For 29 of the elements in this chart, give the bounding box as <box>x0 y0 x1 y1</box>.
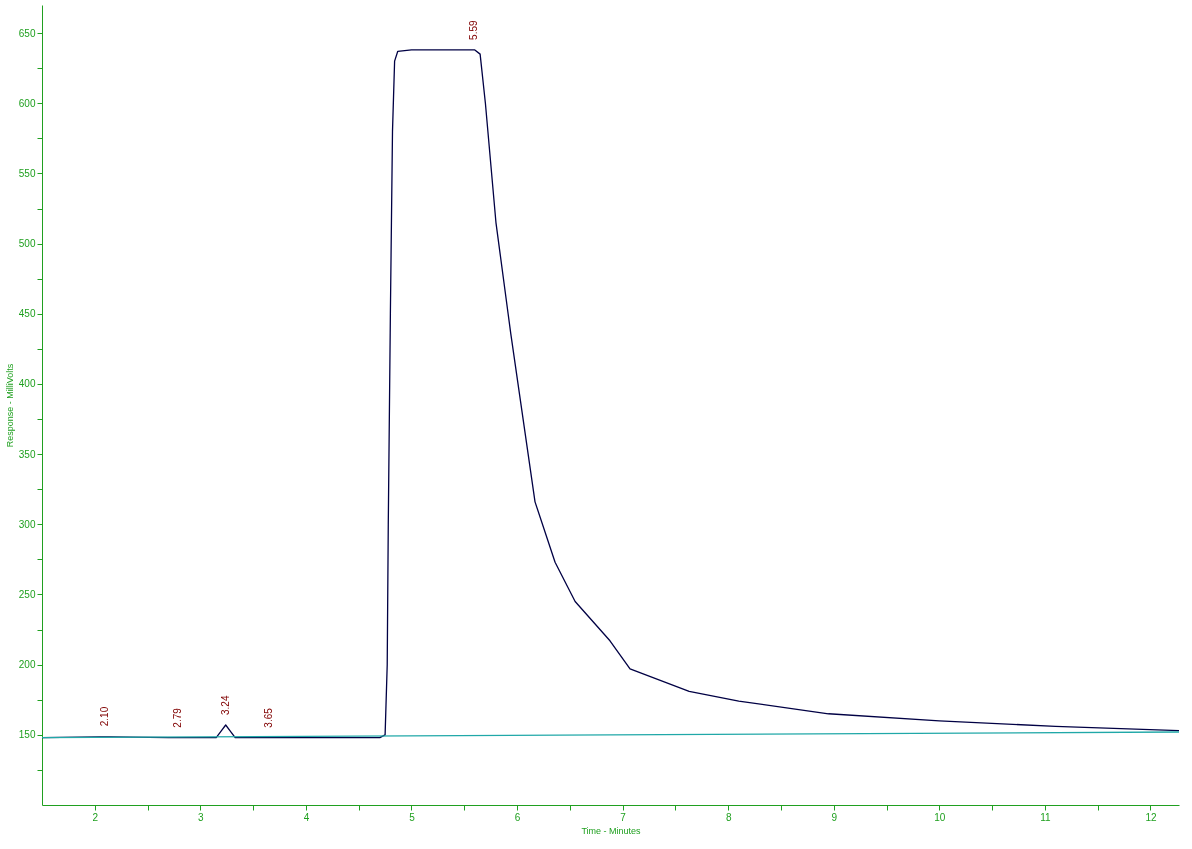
x-tick-label: 8 <box>725 811 732 823</box>
y-tick-label: 400 <box>18 378 36 390</box>
y-axis-title: Response - MilliVolts <box>4 363 15 448</box>
y-tick-label: 350 <box>18 448 36 460</box>
x-tick-label: 11 <box>1040 811 1052 823</box>
x-tick-label: 9 <box>831 811 838 823</box>
annotation: 3.24 <box>219 695 231 715</box>
annotation: 2.79 <box>172 707 184 728</box>
y-tick-label: 650 <box>18 27 36 39</box>
y-tick-label: 150 <box>18 729 36 741</box>
x-tick-label: 2 <box>92 811 99 823</box>
y-tick-label: 550 <box>18 167 36 179</box>
y-tick-label: 500 <box>18 238 36 250</box>
annotation: 5.59 <box>467 20 479 40</box>
annotation: 3.65 <box>262 707 274 728</box>
annotation: 2.10 <box>99 706 111 727</box>
x-tick-label: 5 <box>409 811 416 823</box>
x-tick-label: 4 <box>303 811 310 823</box>
x-tick-label: 7 <box>620 811 627 823</box>
y-tick-label: 200 <box>18 659 36 671</box>
y-tick-label: 600 <box>18 97 36 109</box>
x-axis-title: Time - Minutes <box>581 825 642 836</box>
y-tick-label: 250 <box>18 588 36 600</box>
y-tick-label: 450 <box>18 308 36 320</box>
x-tick-label: 3 <box>198 811 205 823</box>
x-tick-label: 10 <box>934 811 946 823</box>
y-tick-label: 300 <box>18 518 36 530</box>
x-tick-label: 12 <box>1145 811 1157 823</box>
x-tick-label: 6 <box>514 811 521 823</box>
